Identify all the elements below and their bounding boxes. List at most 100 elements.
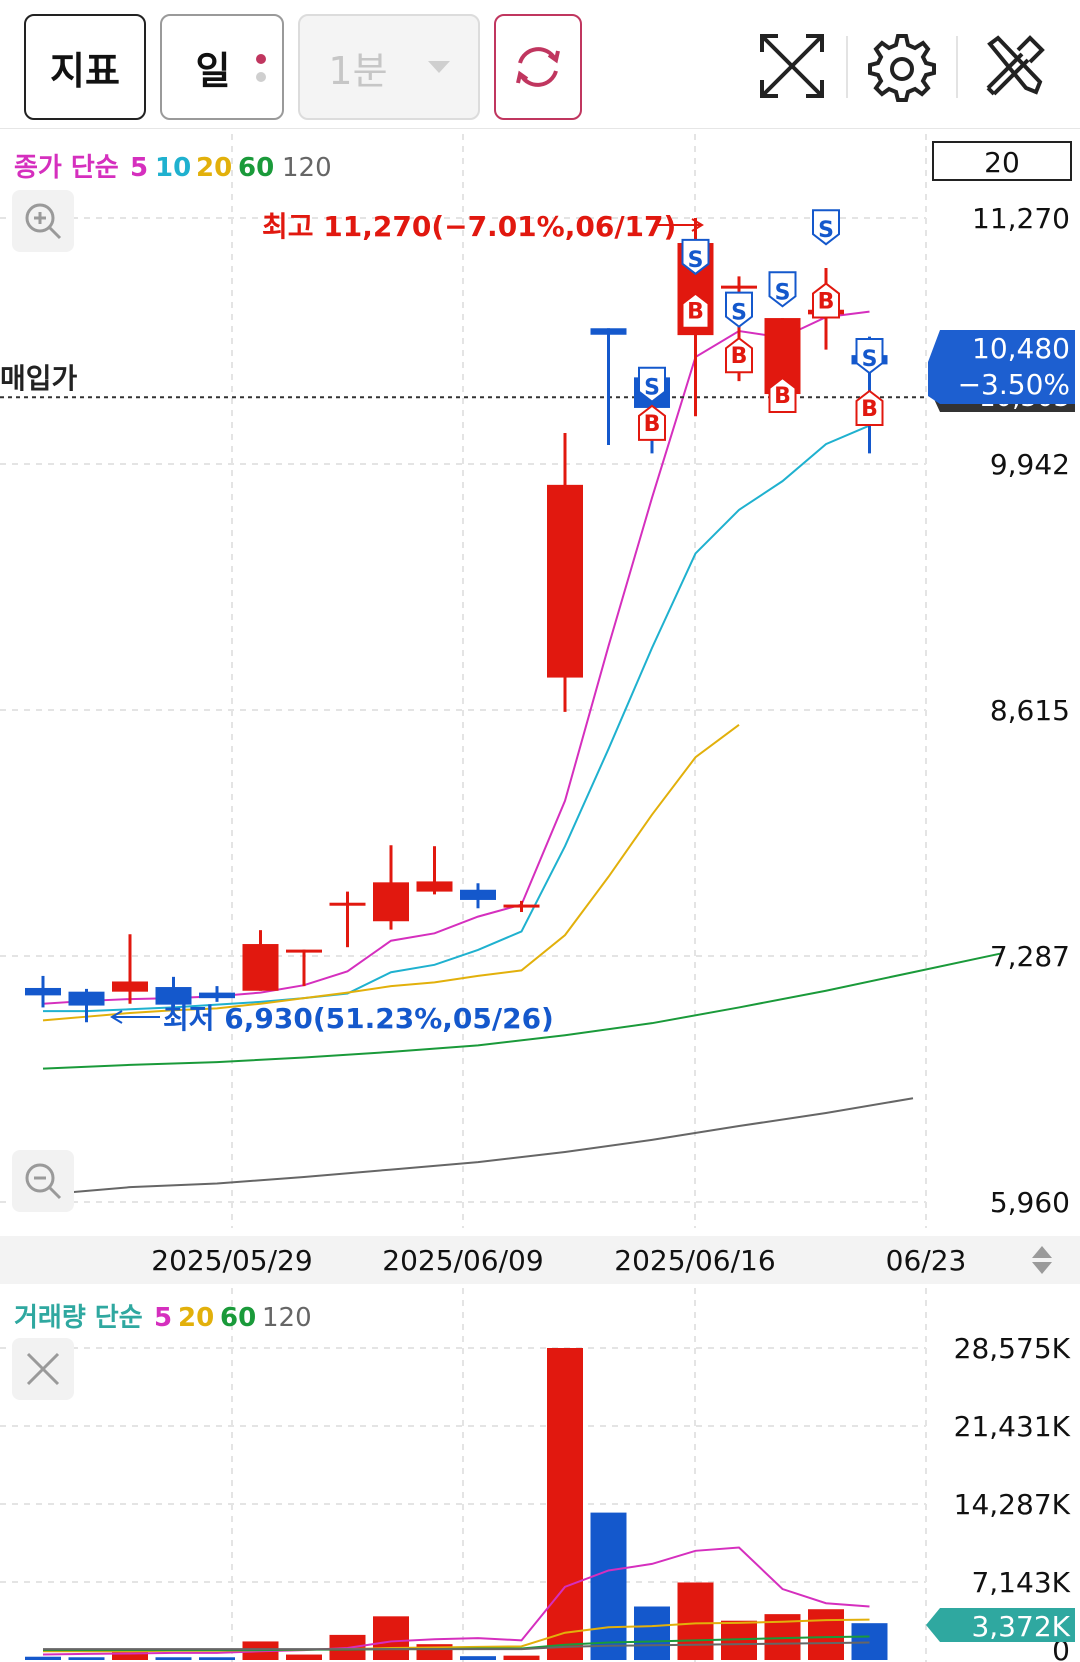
close-icon: [26, 1352, 60, 1386]
volume-legend: 거래량 단순 5 20 60 120: [14, 1303, 312, 1333]
date-axis[interactable]: 2025/05/29 2025/06/09 2025/06/16 06/23: [0, 1236, 1080, 1284]
vma60-label: 60: [220, 1303, 256, 1333]
volume-ma-line-120: [43, 1641, 870, 1651]
price-axis-tick: 5,960: [990, 1186, 1070, 1219]
gear-icon: [868, 34, 936, 102]
sell-marker-tag: [768, 271, 797, 308]
ma-line-10: [43, 424, 870, 1013]
date-axis-ticks: 2025/05/29 2025/06/09 2025/06/16 06/23: [151, 1244, 966, 1277]
candle-body: [68, 991, 105, 1006]
chevron-down-icon: [427, 61, 450, 73]
volume-badge-text: 3,372K: [971, 1610, 1070, 1643]
period-dot-inactive: [256, 72, 266, 82]
ma120-label: 120: [282, 153, 332, 183]
volume-bar: [547, 1348, 583, 1660]
tools-icon: [986, 35, 1045, 96]
candle-body: [373, 882, 409, 922]
buy-marker-tag: [812, 282, 840, 319]
candle-body: [547, 484, 583, 678]
volume-average-lines: [42, 1546, 870, 1656]
low-annotation: 최저 6,930(51.23%,05/26): [110, 1002, 554, 1035]
price-axis-tick: 8,615: [990, 694, 1070, 727]
trade-marker-letter: B: [687, 300, 704, 325]
volume-bar: [286, 1654, 322, 1660]
period-button[interactable]: 일: [160, 14, 284, 120]
date-axis-tick: 2025/06/09: [382, 1244, 543, 1277]
volume-bar: [460, 1656, 496, 1660]
buy-marker: B: [768, 376, 797, 414]
trade-marker-letter: B: [774, 384, 791, 409]
ma-line-120: [42, 1097, 914, 1196]
sell-marker-tag: [681, 238, 710, 276]
volume-pane[interactable]: 거래량 단순 5 20 60 120 28,575K 21,431K 14,287K…: [0, 1288, 1075, 1662]
toolbar-divider: [846, 36, 848, 98]
price-axis: 11,270 9,942 8,615 7,287 5,960: [972, 202, 1070, 1219]
candle-body: [155, 987, 192, 1005]
vma5-label: 5: [154, 1303, 172, 1333]
ma60-label: 60: [238, 153, 274, 183]
refresh-icon: [516, 47, 560, 87]
expand-icon: [760, 34, 824, 98]
trade-marker-letter: S: [688, 248, 704, 273]
high-annotation-text: 최고 11,270(−7.01%,06/17): [262, 210, 676, 243]
volume-axis-tick: 21,431K: [954, 1410, 1071, 1443]
axis-scroll-icon[interactable]: [1032, 1246, 1052, 1274]
volume-bar: [112, 1650, 148, 1660]
ma5-label: 5: [130, 153, 148, 183]
sell-marker: S: [725, 291, 753, 328]
settings-button[interactable]: [866, 30, 938, 102]
purchase-price-label: 매입가: [0, 362, 78, 395]
price-axis-tick: 9,942: [990, 448, 1070, 481]
minute-select[interactable]: 1분: [298, 14, 480, 120]
volume-bar: [199, 1657, 235, 1660]
trade-marker-letter: B: [818, 290, 835, 315]
sell-marker: S: [638, 366, 666, 403]
zoom-out-icon: [25, 1163, 62, 1200]
candle-body: [286, 949, 322, 953]
trade-marker-letter: S: [644, 376, 660, 401]
buy-marker: B: [812, 282, 840, 319]
indicator-button[interactable]: 지표: [24, 14, 146, 120]
tools-button[interactable]: [978, 30, 1050, 102]
date-axis-tick: 2025/05/29: [151, 1244, 312, 1277]
toolbar-divider: [956, 36, 958, 98]
period-count-box[interactable]: 20: [932, 141, 1072, 181]
volume-bar: [808, 1609, 844, 1660]
volume-bar: [68, 1657, 105, 1660]
sell-marker: S: [681, 238, 710, 276]
volume-bar: [677, 1582, 714, 1660]
low-arrow-head: [110, 1010, 123, 1024]
period-indicator-dots: [256, 54, 266, 82]
period-count-value: 20: [984, 146, 1020, 179]
candle-body: [242, 944, 279, 991]
sell-marker-tag: [855, 337, 884, 375]
candle-body: [329, 902, 366, 906]
close-volume-button[interactable]: [12, 1338, 74, 1400]
candle-body: [460, 889, 496, 900]
indicator-button-label: 지표: [50, 48, 120, 93]
price-legend: 종가 단순 5 10 20 60 120: [14, 153, 332, 183]
refresh-button[interactable]: [494, 14, 582, 120]
trade-marker-letter: B: [861, 397, 878, 422]
buy-marker-tag: [638, 404, 666, 441]
volume-bar: [373, 1616, 409, 1660]
vma120-label: 120: [262, 1303, 312, 1333]
zoom-in-button[interactable]: [12, 190, 74, 252]
trade-marker-letter: S: [775, 280, 791, 305]
low-annotation-text: 최저 6,930(51.23%,05/26): [163, 1002, 554, 1035]
current-price-badge: 10,480 −3.50%: [928, 330, 1075, 404]
zoom-out-button[interactable]: [12, 1150, 74, 1212]
candlesticks: [25, 218, 888, 1023]
trade-marker-letter: B: [644, 412, 661, 437]
buy-marker: B: [725, 336, 753, 374]
minute-select-label: 1분: [328, 48, 388, 93]
moving-average-lines: [42, 310, 1001, 1196]
volume-badge: 3,372K: [926, 1608, 1075, 1643]
current-price-value: 10,480: [972, 332, 1070, 365]
expand-button[interactable]: [756, 30, 828, 102]
candle-body: [721, 285, 757, 289]
candle-body: [25, 987, 61, 996]
